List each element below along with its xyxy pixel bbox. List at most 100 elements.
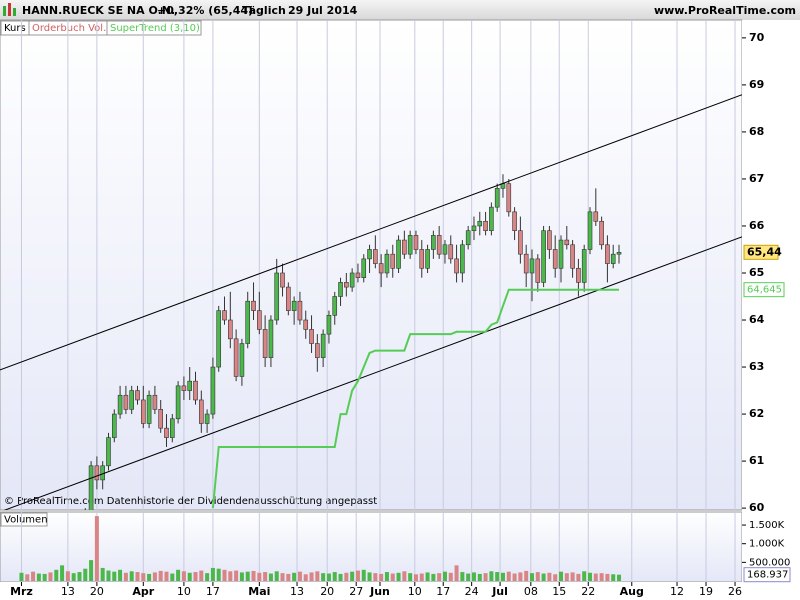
volume-bar	[205, 573, 210, 581]
tab-label[interactable]: Orderbuch Vol.	[32, 23, 106, 34]
volume-bar	[454, 565, 459, 581]
volume-bar	[379, 573, 384, 581]
volume-bar	[65, 571, 70, 581]
volume-bar	[234, 570, 239, 581]
volume-bar	[477, 573, 482, 581]
price-panel	[0, 19, 743, 511]
volume-bar	[54, 569, 59, 581]
volume-bar	[123, 572, 128, 581]
volume-title[interactable]: Volumen	[4, 515, 48, 526]
volume-bar	[210, 567, 215, 581]
volume-bar	[593, 573, 598, 581]
date: 29 Jul 2014	[288, 4, 358, 17]
volume-bar	[118, 569, 123, 581]
candle-body	[210, 366, 216, 415]
tab-label[interactable]: Kurs	[4, 23, 26, 34]
y-tick-label: 1.500K	[749, 520, 785, 531]
candle-body	[407, 235, 413, 255]
volume-bar	[576, 573, 581, 581]
candle-body	[222, 310, 227, 321]
candle-body	[204, 413, 210, 424]
candle-body	[315, 343, 320, 358]
x-tick-label: 24	[465, 585, 479, 598]
candle-body	[106, 437, 111, 467]
volume-bar	[89, 560, 94, 581]
volume-bar	[129, 571, 134, 581]
candle-body	[442, 244, 448, 255]
volume-bar	[292, 572, 297, 581]
volume-bar	[181, 571, 186, 581]
y-tick-label: 70	[749, 31, 765, 44]
volume-bar	[297, 571, 302, 581]
volume-bar	[535, 572, 540, 581]
volume-bar	[326, 573, 331, 581]
candle-body	[262, 329, 268, 358]
candle-body	[140, 399, 146, 424]
y-tick-label: 69	[749, 78, 764, 91]
candle-body	[320, 333, 326, 358]
candle-body	[367, 249, 372, 260]
candle-body	[373, 249, 378, 264]
volume-bar	[483, 573, 488, 581]
volume-bar	[158, 570, 163, 581]
volume-bar	[263, 572, 268, 581]
footnote: © ProRealTime.com Datenhistorie der Divi…	[4, 496, 377, 507]
candle-body	[117, 394, 123, 415]
x-tick-label: 20	[90, 585, 104, 598]
volume-bar	[309, 572, 314, 581]
last-volume-box	[743, 567, 791, 583]
candle-body	[425, 249, 430, 269]
volume-bar	[60, 565, 65, 581]
volume-bar	[431, 573, 436, 581]
volume-bar	[332, 572, 337, 581]
y-tick-label: 62	[749, 407, 764, 420]
candle-body	[518, 230, 523, 255]
volume-bar	[94, 516, 99, 581]
candle-body	[436, 235, 442, 255]
volume-bar	[541, 573, 546, 581]
tab-label[interactable]: SuperTrend (3,10)	[110, 23, 200, 34]
tab[interactable]	[0, 512, 48, 527]
header-bar	[0, 0, 800, 20]
y-tick-label: 68	[749, 125, 764, 138]
candle-body	[477, 220, 483, 227]
volume-bar	[147, 573, 152, 581]
volume-bar	[617, 574, 622, 581]
supertrend-label: 64,645	[747, 285, 782, 296]
volume-panel	[0, 511, 743, 583]
volume-bar	[135, 572, 140, 581]
candle-body	[535, 258, 541, 283]
y-tick-label: 63	[749, 360, 764, 373]
volume-bar	[141, 573, 146, 581]
candle-body	[564, 239, 570, 246]
candle-body	[494, 188, 500, 208]
x-tick-label: Jun	[369, 585, 390, 598]
candle-body	[228, 319, 233, 340]
x-tick-label: 17	[436, 585, 450, 598]
candle-body	[419, 249, 425, 269]
tab[interactable]	[106, 20, 202, 36]
candle-body	[355, 272, 361, 278]
volume-bar	[338, 573, 343, 581]
candle-body	[483, 220, 488, 231]
volume-bar	[344, 572, 349, 581]
channel-line	[3, 236, 742, 510]
volume-bar	[437, 573, 442, 581]
x-tick-label: 22	[581, 585, 595, 598]
candle-body	[523, 253, 529, 274]
volume-bar	[274, 571, 279, 581]
volume-bar	[396, 572, 401, 581]
volume-bar	[193, 572, 198, 581]
candle-body	[152, 394, 158, 410]
candle-body	[547, 230, 552, 250]
candle-body	[431, 235, 436, 250]
x-tick-label: 17	[206, 585, 220, 598]
candle-body	[512, 211, 517, 231]
candle-body	[199, 399, 204, 424]
x-tick-label: 26	[728, 585, 742, 598]
volume-bar	[355, 570, 360, 581]
x-tick-label: 20	[320, 585, 334, 598]
volume-bar	[31, 571, 36, 581]
volume-bar	[286, 573, 291, 581]
volume-bar	[413, 574, 418, 581]
